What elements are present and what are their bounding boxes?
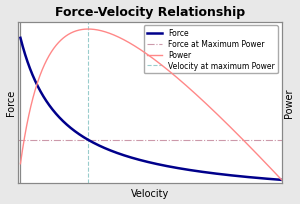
X-axis label: Velocity: Velocity: [131, 188, 169, 198]
Y-axis label: Force: Force: [6, 90, 16, 116]
Legend: Force, Force at Maximum Power, Power, Velocity at maximum Power: Force, Force at Maximum Power, Power, Ve…: [144, 26, 278, 74]
Title: Force-Velocity Relationship: Force-Velocity Relationship: [55, 6, 245, 19]
Y-axis label: Power: Power: [284, 88, 294, 117]
